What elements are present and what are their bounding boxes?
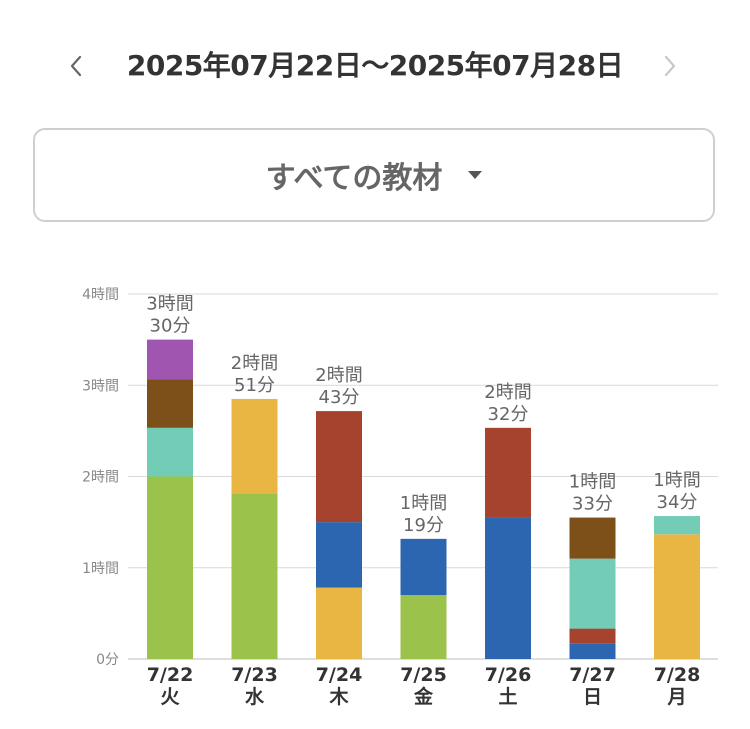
- total-minutes-label: 32分: [488, 404, 529, 425]
- bar-segment: [231, 398, 278, 494]
- bar-segment: [485, 427, 531, 518]
- total-hours-label: 2時間: [484, 382, 531, 403]
- material-filter-dropdown[interactable]: すべての教材: [33, 128, 715, 222]
- total-hours-label: 1時間: [569, 472, 616, 493]
- bar-segment: [147, 427, 193, 477]
- material-filter-label: すべての教材: [265, 161, 443, 196]
- total-minutes-label: 33分: [572, 494, 613, 515]
- bar-segment: [569, 558, 616, 629]
- y-tick-label: 2時間: [82, 470, 119, 486]
- y-tick-label: 4時間: [82, 287, 119, 303]
- bar-segment: [316, 587, 362, 659]
- x-date-label: 7/23: [231, 664, 278, 686]
- date-navigation: 2025年07月22日〜2025年07月28日: [0, 36, 750, 96]
- total-hours-label: 2時間: [315, 365, 362, 386]
- chevron-right-icon: [664, 55, 676, 77]
- x-date-label: 7/28: [654, 664, 701, 686]
- x-date-label: 7/25: [400, 664, 447, 686]
- total-minutes-label: 34分: [657, 492, 698, 513]
- total-minutes-label: 51分: [234, 375, 275, 396]
- bar-segment: [231, 493, 278, 659]
- bar-segment: [485, 517, 531, 659]
- bar-segment: [147, 476, 193, 659]
- x-weekday-label: 金: [413, 685, 434, 708]
- x-weekday-label: 日: [583, 686, 602, 708]
- bar-segment: [569, 643, 616, 659]
- y-tick-label: 0分: [96, 652, 119, 668]
- bar-segment: [400, 538, 447, 596]
- total-minutes-label: 19分: [403, 515, 444, 536]
- total-hours-label: 1時間: [653, 470, 700, 491]
- x-date-label: 7/26: [485, 664, 532, 686]
- x-date-label: 7/22: [147, 664, 194, 686]
- previous-week-button[interactable]: [56, 46, 96, 86]
- total-minutes-label: 30分: [150, 316, 191, 337]
- x-date-label: 7/24: [316, 664, 363, 686]
- chevron-left-icon: [70, 55, 82, 77]
- x-date-label: 7/27: [569, 664, 616, 686]
- total-minutes-label: 43分: [319, 387, 360, 408]
- total-hours-label: 3時間: [146, 294, 193, 315]
- x-weekday-label: 火: [160, 686, 180, 708]
- bar-segment: [569, 517, 616, 559]
- bar-segment: [147, 339, 193, 380]
- bar-segment: [400, 595, 447, 659]
- total-hours-label: 2時間: [231, 353, 278, 374]
- bar-segment: [147, 379, 193, 428]
- x-weekday-label: 月: [666, 686, 686, 708]
- bar-segment: [569, 628, 616, 644]
- bar-segment: [654, 516, 700, 535]
- next-week-button[interactable]: [650, 46, 690, 86]
- y-tick-label: 3時間: [82, 378, 119, 394]
- bar-segment: [316, 522, 362, 588]
- bar-segment: [654, 534, 700, 659]
- x-weekday-label: 土: [498, 686, 517, 708]
- bar-segment: [316, 411, 362, 523]
- y-tick-label: 1時間: [82, 561, 119, 577]
- x-weekday-label: 木: [328, 685, 349, 708]
- x-weekday-label: 水: [245, 686, 265, 708]
- date-range-title: 2025年07月22日〜2025年07月28日: [126, 49, 624, 82]
- caret-down-icon: [468, 171, 483, 179]
- total-hours-label: 1時間: [400, 493, 447, 514]
